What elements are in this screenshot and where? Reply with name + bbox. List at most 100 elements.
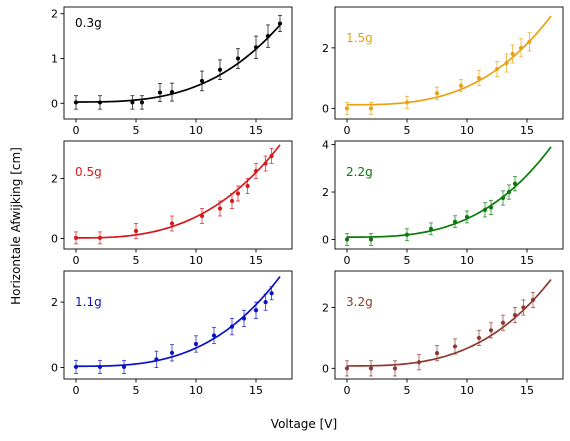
axes-frame [63,140,293,250]
data-point [241,316,247,321]
x-tick-label: 15 [249,254,263,267]
data-point [211,333,217,338]
data-point [500,320,506,325]
data-point [97,235,103,240]
data-point [130,100,135,105]
axes-frame [334,270,564,380]
panel-0-3g: 0 5 10 15 0 1 2 0.3g [51,6,293,137]
data-point [277,21,283,26]
data-point [263,161,268,166]
data-point [169,221,175,226]
data-point [235,56,241,61]
data-point [464,214,470,220]
data-point [494,66,500,72]
fit-curve [347,278,552,367]
subplot-grid: 0 5 10 15 0 1 2 0.3g 0 5 10 15 0 2 1.5g 0 5 10 15 0 2 0.5g 0 5 1… [51,6,564,397]
x-tick-label: 0 [73,124,80,137]
data-point [217,67,223,72]
x-tick-label: 10 [189,124,203,137]
y-tick-label: 2 [51,8,58,21]
data-point [253,45,259,50]
data-point [154,357,159,362]
data-point [488,205,494,210]
y-tick-label: 2 [322,186,329,199]
data-point [344,106,350,111]
data-point [500,195,506,201]
x-axis-label: Voltage [V] [271,417,337,431]
x-tick-label: 5 [404,124,411,137]
fit-curve [347,15,552,106]
panel-0-5g: 0 5 10 15 0 2 0.5g [51,140,293,267]
data-point [97,100,103,105]
data-point [512,313,518,318]
data-point [482,207,488,212]
data-point [344,237,350,242]
x-tick-label: 0 [73,254,80,267]
data-point [169,350,175,355]
panel-3-2g: 0 5 10 15 0 2 3.2g [322,270,564,397]
x-tick-label: 10 [189,384,203,397]
data-point [368,237,374,242]
y-tick-label: 0 [322,362,329,375]
y-tick-label: 2 [322,42,329,55]
panel-label: 0.3g [75,16,102,30]
data-point [265,34,271,39]
data-point [193,341,199,347]
x-tick-label: 0 [344,384,351,397]
panel-label: 3.2g [346,295,373,309]
x-tick-label: 15 [520,124,534,137]
y-tick-label: 0 [51,233,58,246]
data-point [368,366,374,371]
data-point [428,226,434,231]
data-point [404,100,410,105]
fit-curve [76,24,281,103]
data-point [217,206,223,211]
y-tick-label: 2 [322,302,329,315]
data-point [416,360,422,365]
data-point [229,198,235,204]
panel-label: 1.5g [346,31,373,45]
data-point [458,83,464,88]
x-tick-label: 15 [249,384,263,397]
data-point [506,189,512,195]
x-tick-label: 10 [460,254,474,267]
data-point [368,106,374,111]
y-tick-label: 0 [51,97,58,110]
panel-label: 2.2g [346,165,373,179]
data-point [169,90,175,95]
data-point [488,328,494,333]
x-tick-label: 0 [344,254,351,267]
data-point [121,364,127,369]
axes-frame [334,6,564,120]
axes-frame [63,270,293,380]
y-axis-label: Horizontale Afwijking [cm] [9,147,23,305]
data-point [73,100,79,105]
data-point [133,228,139,234]
data-point [139,100,145,105]
data-point [452,344,458,349]
data-point [392,366,398,371]
x-tick-label: 10 [460,124,474,137]
data-point [269,291,274,296]
x-tick-label: 5 [404,254,411,267]
data-point [510,51,515,57]
x-tick-label: 5 [133,124,140,137]
x-tick-label: 0 [344,124,351,137]
axes-frame [334,140,564,250]
fit-curve [76,276,281,368]
y-tick-label: 0 [322,102,329,115]
data-point [269,153,274,159]
data-point [245,183,250,189]
data-point [263,299,268,305]
data-point [235,191,241,196]
data-point [97,364,103,369]
panel-label: 1.1g [75,295,102,309]
data-point [253,308,259,313]
data-point [518,45,524,50]
axes-frame [63,6,293,120]
data-point [504,60,509,66]
data-point [344,366,350,371]
data-point [404,232,410,237]
fit-curve [347,146,552,238]
